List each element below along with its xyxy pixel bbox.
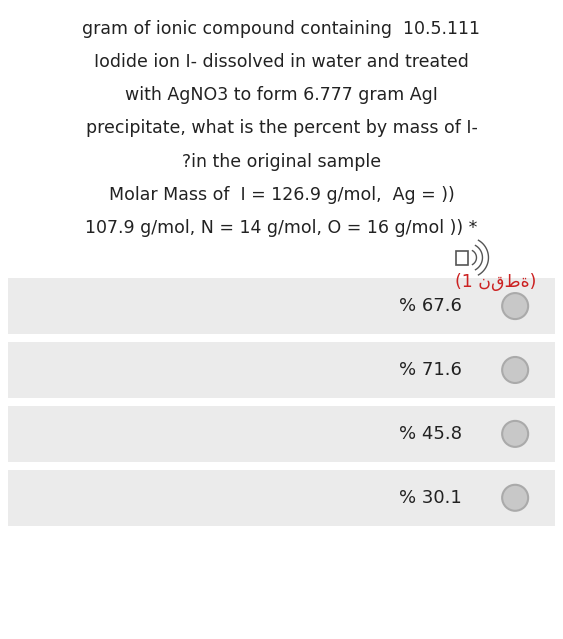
Text: % 45.8: % 45.8: [399, 425, 462, 443]
Circle shape: [502, 421, 528, 447]
FancyBboxPatch shape: [8, 470, 555, 526]
Text: % 71.6: % 71.6: [399, 361, 462, 379]
Text: % 67.6: % 67.6: [399, 297, 462, 315]
Text: % 30.1: % 30.1: [399, 489, 462, 507]
FancyBboxPatch shape: [8, 342, 555, 398]
Text: Molar Mass of  I = 126.9 g/mol,  Ag = )): Molar Mass of I = 126.9 g/mol, Ag = )): [109, 186, 454, 204]
FancyBboxPatch shape: [8, 406, 555, 462]
Text: precipitate, what is the percent by mass of I-: precipitate, what is the percent by mass…: [86, 119, 477, 137]
Text: (1 نقطة): (1 نقطة): [455, 273, 536, 291]
Text: with AgNO3 to form 6.777 gram AgI: with AgNO3 to form 6.777 gram AgI: [125, 86, 438, 104]
Text: Iodide ion I- dissolved in water and treated: Iodide ion I- dissolved in water and tre…: [94, 53, 469, 71]
Circle shape: [502, 357, 528, 383]
Text: 107.9 g/mol, N = 14 g/mol, O = 16 g/mol )) *: 107.9 g/mol, N = 14 g/mol, O = 16 g/mol …: [86, 219, 477, 237]
Circle shape: [502, 485, 528, 511]
Circle shape: [502, 293, 528, 319]
Text: ?in the original sample: ?in the original sample: [182, 153, 381, 171]
Text: gram of ionic compound containing  10.5.111: gram of ionic compound containing 10.5.1…: [83, 20, 480, 38]
FancyBboxPatch shape: [8, 278, 555, 334]
FancyBboxPatch shape: [457, 250, 468, 265]
